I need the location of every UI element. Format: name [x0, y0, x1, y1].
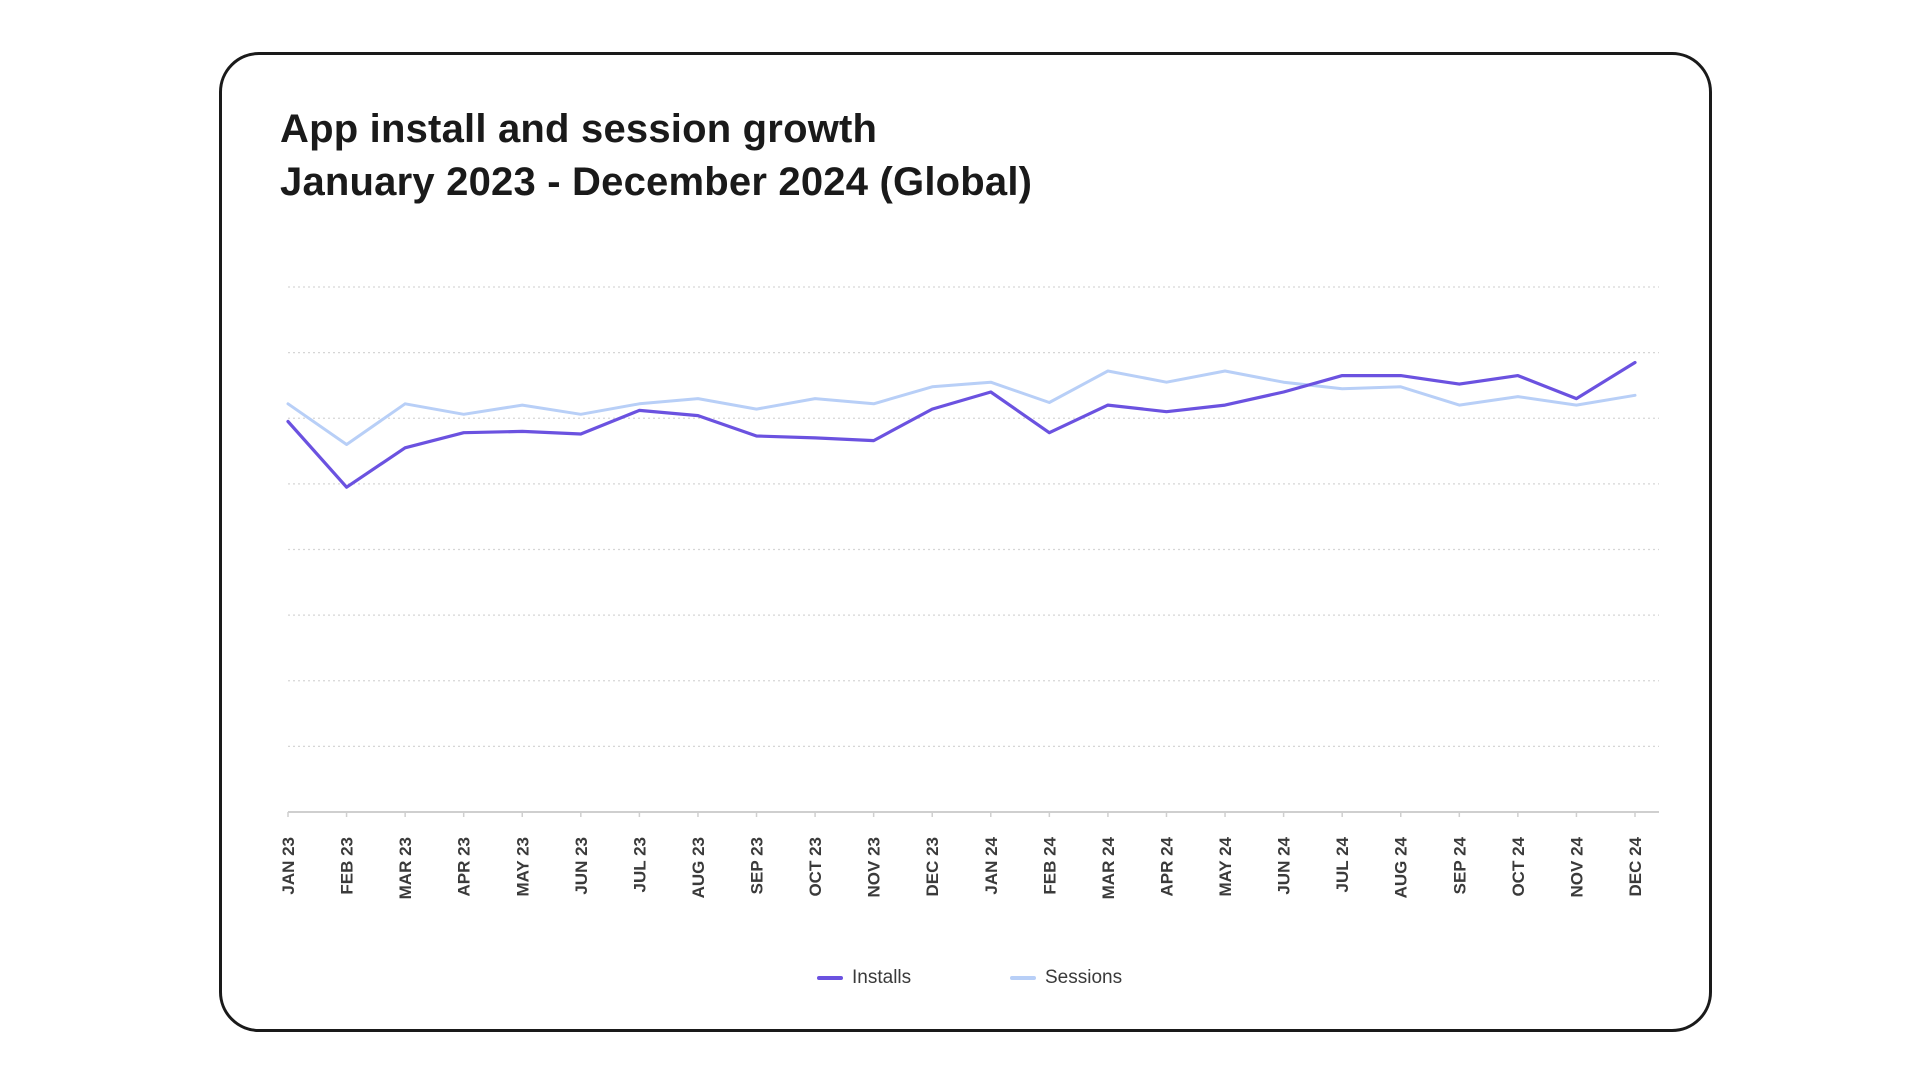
data-point-installs [579, 432, 583, 436]
data-point-sessions [1516, 395, 1520, 398]
data-point-installs [462, 431, 465, 434]
data-point-sessions [1575, 403, 1578, 407]
x-tick-label: JUN 23 [572, 837, 591, 895]
legend-label: Sessions [1045, 967, 1123, 988]
data-point-installs [638, 409, 641, 412]
data-point-sessions [755, 407, 758, 411]
data-point-sessions [403, 402, 407, 406]
x-tick-label: FEB 23 [338, 837, 357, 895]
chart-legend: Installs Sessions [222, 967, 1709, 997]
x-tick-label: MAY 24 [1216, 836, 1235, 896]
data-point-installs [755, 434, 758, 438]
chart-title-line2: January 2023 - December 2024 (Global) [280, 160, 1033, 204]
data-point-sessions [1340, 387, 1344, 390]
x-tick-label: OCT 23 [806, 837, 825, 897]
legend-item-installs: Installs [817, 967, 911, 989]
data-point-sessions [521, 403, 524, 407]
legend-item-sessions: Sessions [1010, 967, 1122, 989]
data-point-installs [872, 439, 875, 442]
x-tick-label: JUL 23 [630, 837, 649, 892]
line-chart: JAN 23 FEB 23 MAR 23 APR 23 MAY 23 JUN 23 JUL … [279, 286, 1659, 899]
data-point-sessions [579, 413, 583, 416]
x-tick-label: NOV 23 [865, 837, 884, 897]
data-point-installs [813, 436, 817, 440]
x-tick-label: DEC 24 [1626, 836, 1645, 896]
data-point-installs [1223, 403, 1227, 407]
data-point-sessions [872, 402, 875, 406]
x-tick-label: FEB 24 [1040, 836, 1059, 894]
chart-title-line1: App install and session growth [280, 107, 878, 151]
x-tick-label: JAN 23 [279, 837, 298, 895]
x-tick-label: SEP 23 [748, 837, 767, 894]
gridlines [288, 286, 1659, 747]
data-point-sessions [1106, 369, 1110, 373]
data-point-sessions [1282, 380, 1285, 384]
x-tick-label: JAN 24 [982, 836, 1001, 894]
data-point-sessions [462, 413, 465, 416]
data-point-sessions [1048, 401, 1051, 404]
data-point-installs [1633, 361, 1637, 364]
legend-swatch [817, 976, 843, 980]
data-point-installs [696, 414, 700, 417]
data-point-sessions [345, 443, 348, 446]
data-point-installs [1516, 374, 1520, 377]
data-point-installs [1399, 374, 1402, 377]
series-line-sessions [286, 369, 1637, 446]
x-axis [287, 811, 1659, 817]
data-point-sessions [286, 402, 290, 406]
data-point-sessions [696, 397, 700, 400]
data-point-installs [345, 485, 348, 489]
data-point-installs [989, 390, 992, 394]
x-tick-label: JUN 24 [1275, 836, 1294, 894]
x-tick-label: MAR 23 [396, 837, 415, 899]
data-point-installs [1048, 431, 1051, 434]
series-lines [286, 360, 1637, 489]
x-tick-label: JUL 24 [1333, 836, 1352, 892]
data-point-sessions [1223, 369, 1227, 373]
x-tick-labels: JAN 23 FEB 23 MAR 23 APR 23 MAY 23 JUN 23 JUL … [279, 836, 1645, 899]
data-point-sessions [1458, 403, 1461, 407]
data-point-sessions [1399, 385, 1402, 388]
data-point-installs [286, 420, 290, 423]
data-point-sessions [989, 380, 992, 384]
data-point-sessions [1633, 394, 1637, 397]
data-point-sessions [813, 397, 817, 400]
data-point-installs [1282, 390, 1285, 394]
data-point-installs [1458, 382, 1461, 386]
data-point-installs [1575, 397, 1578, 400]
legend-label: Installs [852, 967, 912, 988]
x-tick-label: MAY 23 [513, 837, 532, 897]
series-line-installs [286, 360, 1637, 489]
chart-card: App install and session growth January 2… [219, 52, 1712, 1032]
data-point-installs [521, 430, 524, 433]
x-tick-label: AUG 23 [689, 837, 708, 898]
legend-swatch [1010, 976, 1036, 980]
x-tick-label: OCT 24 [1509, 836, 1528, 896]
x-tick-label: DEC 23 [923, 837, 942, 897]
data-point-installs [1340, 374, 1344, 377]
x-tick-label: MAR 24 [1099, 836, 1118, 899]
data-point-sessions [1165, 380, 1168, 384]
chart-title: App install and session growth January 2… [280, 103, 1032, 209]
data-point-installs [931, 407, 934, 411]
x-tick-label: APR 24 [1157, 836, 1176, 896]
x-tick-label: SEP 24 [1450, 836, 1469, 894]
x-tick-label: AUG 24 [1392, 836, 1411, 898]
x-tick-label: APR 23 [455, 837, 474, 897]
data-point-installs [1106, 403, 1110, 407]
data-point-installs [1165, 410, 1168, 413]
data-point-sessions [638, 402, 641, 406]
data-point-sessions [931, 385, 934, 388]
x-tick-label: NOV 24 [1567, 836, 1586, 897]
data-point-installs [403, 446, 407, 449]
